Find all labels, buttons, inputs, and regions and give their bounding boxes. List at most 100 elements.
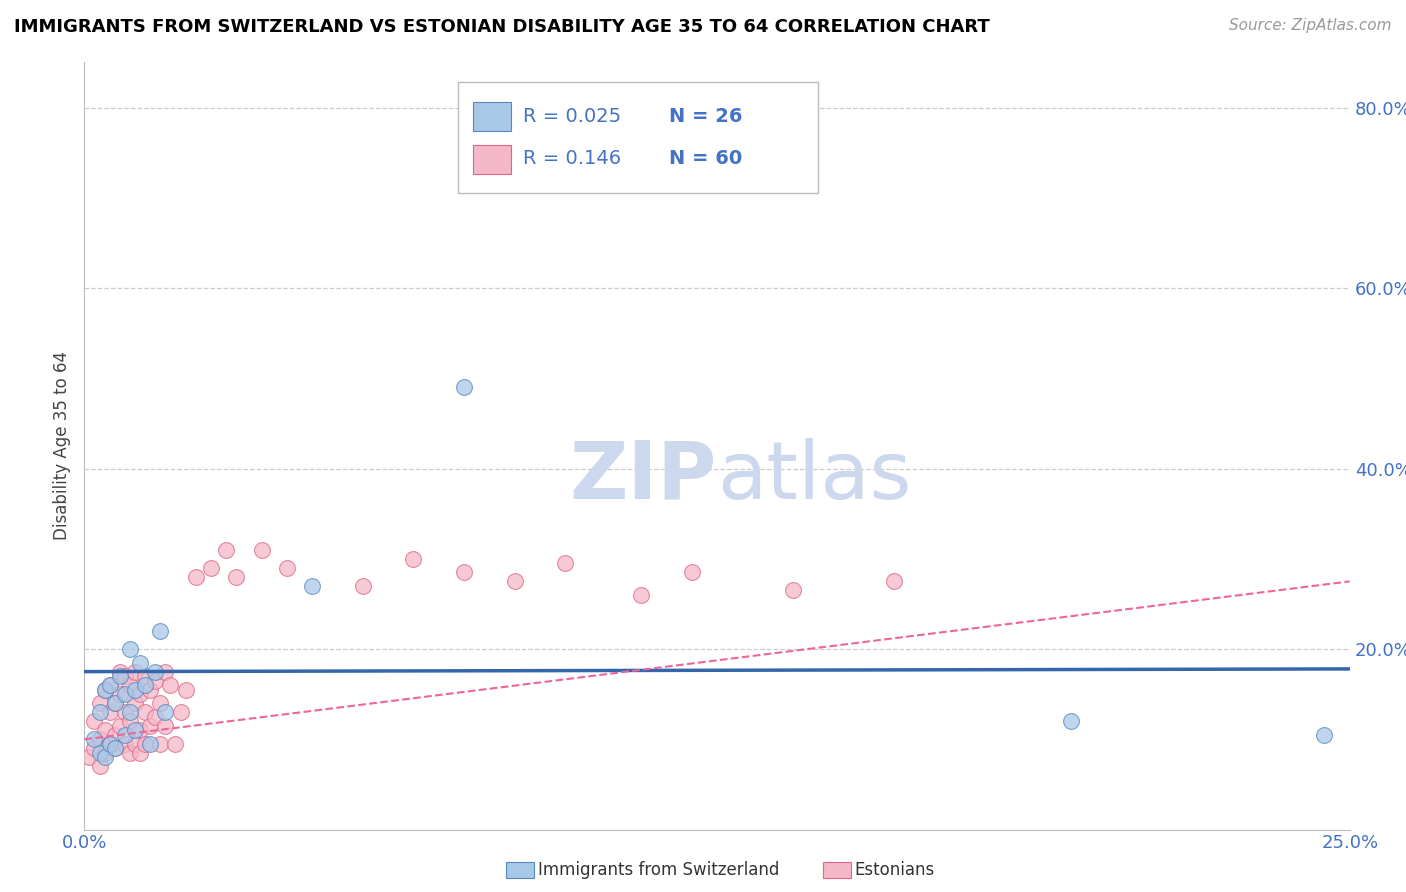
Point [83,732,105,747]
Point [134,705,156,719]
Point [453,566,475,580]
Point [118,678,141,692]
Point [98,737,121,751]
Point [352,579,374,593]
Text: Estonians: Estonians [855,861,935,879]
Text: R = 0.146: R = 0.146 [523,149,621,168]
Text: N = 60: N = 60 [669,149,742,168]
Point [89,732,111,747]
Text: Source: ZipAtlas.com: Source: ZipAtlas.com [1229,18,1392,33]
Point [98,678,121,692]
Point [681,566,703,580]
Point [93,682,115,697]
Point [104,728,127,742]
Point [89,696,111,710]
Text: N = 26: N = 26 [669,107,742,126]
Point [139,737,162,751]
Point [402,551,425,566]
Point [104,696,127,710]
Point [174,682,197,697]
Point [169,705,191,719]
Text: ZIP: ZIP [569,438,717,516]
Point [124,737,146,751]
FancyBboxPatch shape [472,103,510,131]
Point [1060,714,1083,729]
Point [104,741,127,756]
Point [184,570,207,584]
Point [1313,728,1336,742]
Point [108,687,131,701]
Point [143,673,166,688]
Point [453,380,475,394]
Point [89,746,111,760]
Point [630,588,652,602]
Text: atlas: atlas [717,438,911,516]
Point [149,624,172,638]
Point [108,719,131,733]
Point [129,723,152,738]
Point [554,557,576,571]
Text: R = 0.025: R = 0.025 [523,107,621,126]
Point [83,741,105,756]
Point [883,574,905,589]
Point [124,665,146,679]
Point [124,696,146,710]
Point [124,723,146,738]
Point [114,728,136,742]
Point [114,705,136,719]
Y-axis label: Disability Age 35 to 64: Disability Age 35 to 64 [53,351,72,541]
Point [250,542,273,557]
Point [155,719,177,733]
Point [215,542,238,557]
Point [129,746,152,760]
Point [93,750,115,764]
Point [149,696,172,710]
Point [149,737,172,751]
Point [200,561,222,575]
Point [118,746,141,760]
Point [129,656,152,670]
Point [118,714,141,729]
Text: Immigrants from Switzerland: Immigrants from Switzerland [538,861,780,879]
Point [118,705,141,719]
Point [89,759,111,773]
Point [155,705,177,719]
FancyBboxPatch shape [472,145,510,174]
Point [118,642,141,657]
FancyBboxPatch shape [458,81,818,193]
Point [98,737,121,751]
Point [134,678,156,692]
Point [114,687,136,701]
Point [108,669,131,683]
Point [114,737,136,751]
Point [93,682,115,697]
Point [79,750,101,764]
Point [159,678,181,692]
Point [114,669,136,683]
Point [503,574,526,589]
Point [129,687,152,701]
Text: IMMIGRANTS FROM SWITZERLAND VS ESTONIAN DISABILITY AGE 35 TO 64 CORRELATION CHAR: IMMIGRANTS FROM SWITZERLAND VS ESTONIAN … [14,18,990,36]
Point [104,696,127,710]
Point [98,678,121,692]
Point [83,714,105,729]
Point [165,737,187,751]
Point [155,665,177,679]
Point [139,719,162,733]
Point [98,705,121,719]
Point [134,737,156,751]
Point [782,583,804,598]
Point [108,665,131,679]
Point [134,669,156,683]
Point [225,570,247,584]
Point [93,746,115,760]
Point [93,723,115,738]
Point [124,682,146,697]
Point [301,579,323,593]
Point [143,710,166,724]
Point [104,741,127,756]
Point [89,705,111,719]
Point [143,665,166,679]
Point [139,682,162,697]
Point [276,561,298,575]
